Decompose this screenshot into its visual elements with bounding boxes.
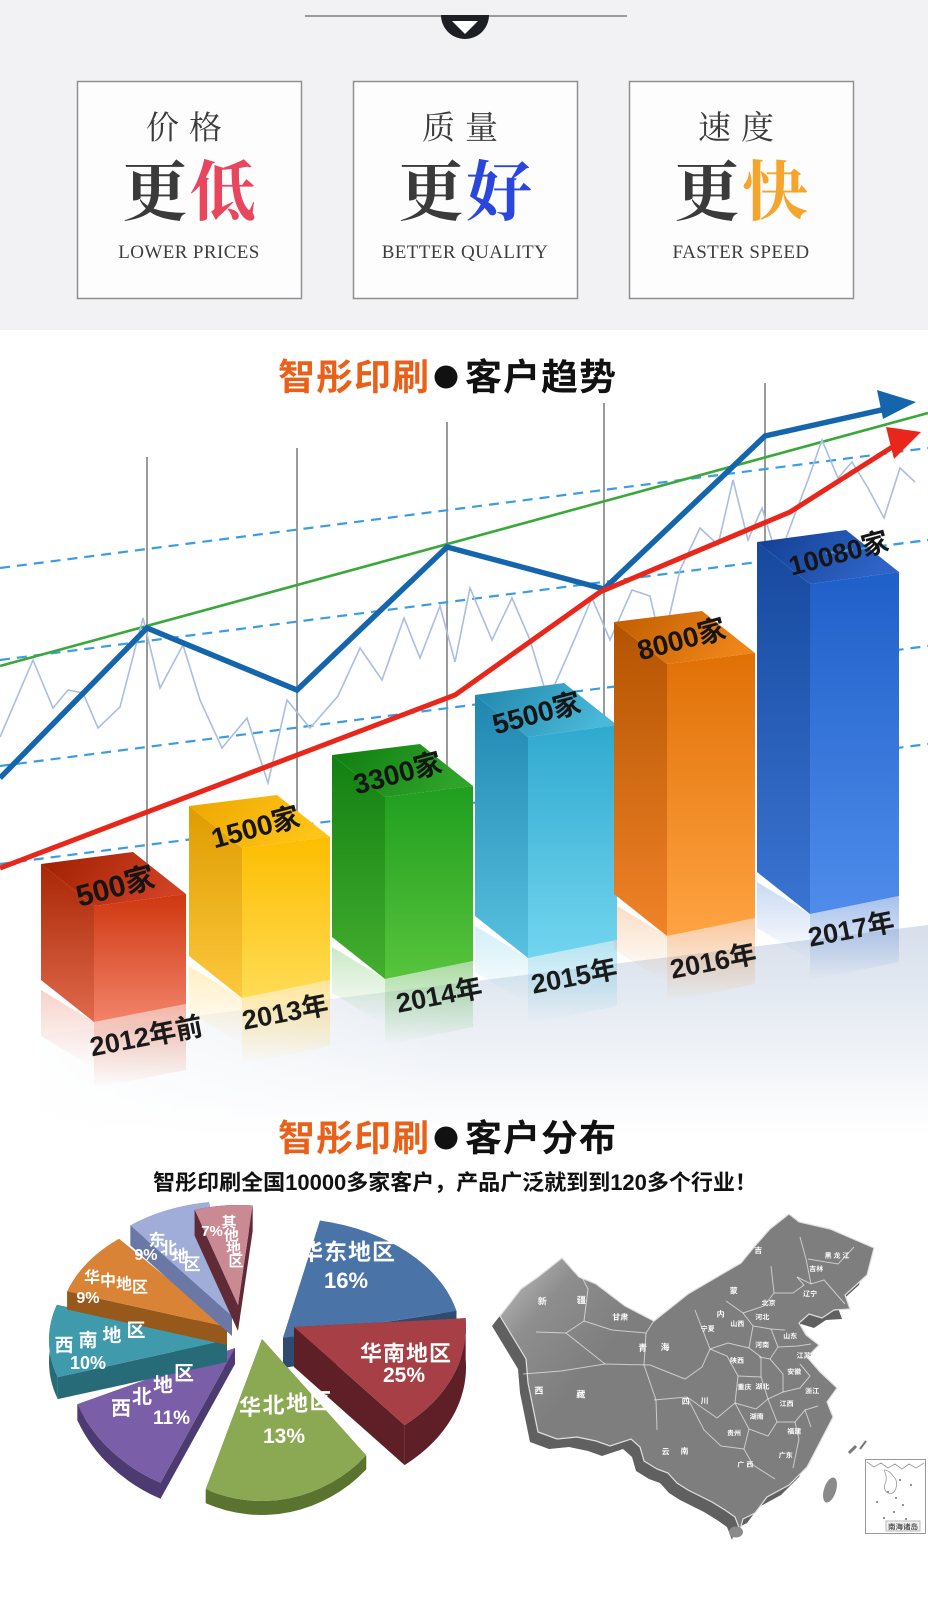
svg-text:11%: 11% xyxy=(153,1408,190,1429)
svg-text:FASTER SPEED: FASTER SPEED xyxy=(673,242,810,263)
svg-text:9%: 9% xyxy=(134,1247,157,1264)
svg-text:10%: 10% xyxy=(70,1353,106,1373)
svg-text:16%: 16% xyxy=(324,1268,368,1293)
svg-text:25%: 25% xyxy=(383,1364,425,1387)
svg-text:10000: 10000 xyxy=(285,1170,346,1195)
svg-text:120: 120 xyxy=(610,1170,647,1195)
svg-text:BETTER QUALITY: BETTER QUALITY xyxy=(382,242,549,263)
svg-text:7%: 7% xyxy=(201,1223,223,1240)
svg-text:LOWER PRICES: LOWER PRICES xyxy=(118,242,260,263)
svg-text:13%: 13% xyxy=(263,1425,305,1448)
svg-text:9%: 9% xyxy=(76,1290,99,1307)
